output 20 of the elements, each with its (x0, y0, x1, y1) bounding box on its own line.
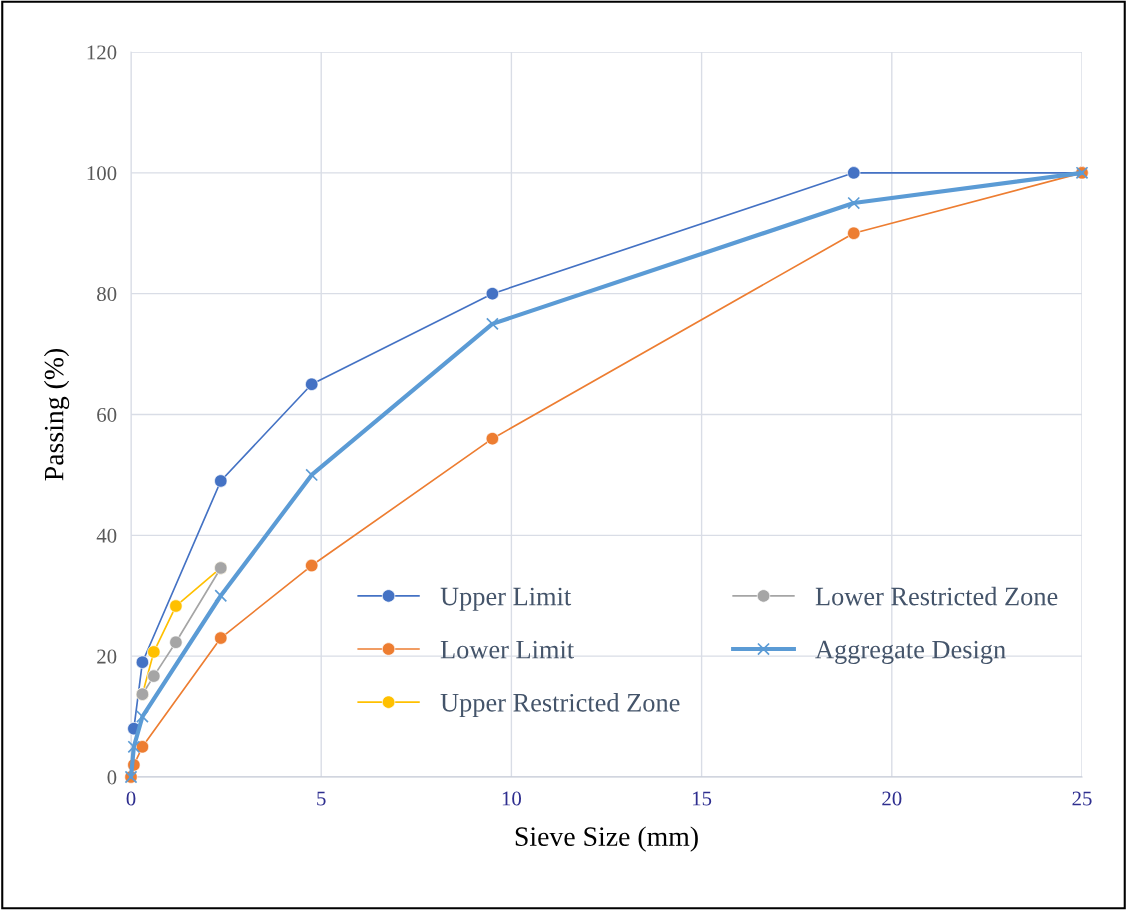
legend-label: Aggregate Design (815, 640, 1006, 664)
y-tick-label: 20 (97, 649, 117, 664)
x-axis-title: Sieve Size (mm) (515, 826, 698, 852)
y-axis-title: Passing (%) (43, 348, 70, 481)
legend-label: Lower Restricted Zone (815, 586, 1058, 606)
x-tick-label: 5 (317, 791, 326, 806)
y-tick-label: 120 (87, 45, 117, 60)
x-tick-label: 20 (882, 791, 902, 806)
x-tick-label: 10 (502, 791, 522, 806)
legend-label: Lower Limit (440, 640, 574, 659)
y-tick-label: 0 (107, 770, 117, 785)
x-tick-label: 0 (126, 791, 136, 806)
legend-label: Upper Limit (440, 587, 572, 611)
x-tick-label: 25 (1072, 791, 1092, 806)
y-tick-label: 100 (87, 166, 117, 181)
legend-label: Upper Restricted Zone (440, 693, 680, 717)
x-tick-label: 15 (693, 791, 712, 806)
y-tick-label: 40 (96, 528, 117, 543)
y-tick-label: 80 (97, 287, 117, 302)
y-tick-label: 60 (97, 407, 117, 422)
